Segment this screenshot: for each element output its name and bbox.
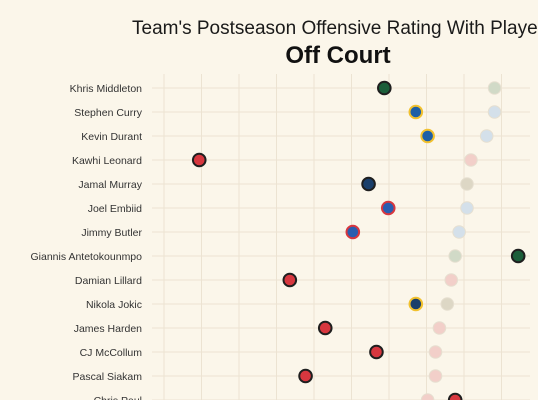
ghost-point	[464, 153, 478, 167]
ghost-point	[444, 273, 459, 287]
ghost-point	[460, 201, 474, 215]
player-label: Jamal Murray	[78, 179, 142, 191]
ghost-point	[440, 297, 455, 311]
data-points	[191, 80, 526, 400]
chart-title: Team's Postseason Offensive Rating With …	[132, 18, 538, 39]
data-point	[298, 368, 313, 384]
player-label: Khris Middleton	[70, 83, 143, 95]
ghost-point	[420, 393, 435, 400]
ghost-point	[428, 369, 443, 383]
player-label: Joel Embiid	[88, 203, 142, 215]
data-point	[361, 176, 376, 192]
ghost-point	[487, 81, 502, 95]
ghost-point	[428, 345, 443, 359]
player-label: Nikola Jokic	[86, 299, 142, 311]
player-label: Damian Lillard	[75, 275, 142, 287]
data-point	[510, 248, 526, 264]
data-point	[408, 104, 424, 120]
data-point	[369, 344, 384, 360]
data-point	[377, 80, 392, 96]
data-point	[420, 128, 435, 144]
player-label: Kevin Durant	[81, 131, 142, 143]
player-labels: Khris Middleton Stephen Curry Kevin Durant…	[31, 83, 143, 400]
data-point	[345, 224, 361, 240]
player-label: Giannis Antetokounmpo	[31, 251, 143, 263]
player-label: Stephen Curry	[74, 107, 142, 119]
player-label: Pascal Siakam	[73, 371, 143, 383]
ghost-point	[448, 249, 462, 263]
ghost-points	[420, 81, 502, 400]
ghost-point	[432, 321, 447, 335]
data-point	[317, 320, 333, 336]
data-point	[408, 296, 424, 312]
ghost-point	[452, 225, 466, 239]
player-label: James Harden	[74, 323, 142, 335]
data-point	[380, 200, 396, 216]
player-label: Chris Paul	[94, 395, 142, 400]
player-label: CJ McCollum	[80, 347, 143, 359]
player-label: Kawhi Leonard	[72, 155, 142, 167]
chart-subtitle: Off Court	[285, 42, 390, 69]
data-point	[282, 272, 298, 288]
player-label: Jimmy Butler	[81, 227, 142, 239]
ghost-point	[487, 105, 502, 119]
ghost-point	[460, 177, 474, 191]
data-point	[191, 152, 207, 168]
data-point	[447, 392, 463, 400]
ghost-point	[479, 129, 494, 143]
